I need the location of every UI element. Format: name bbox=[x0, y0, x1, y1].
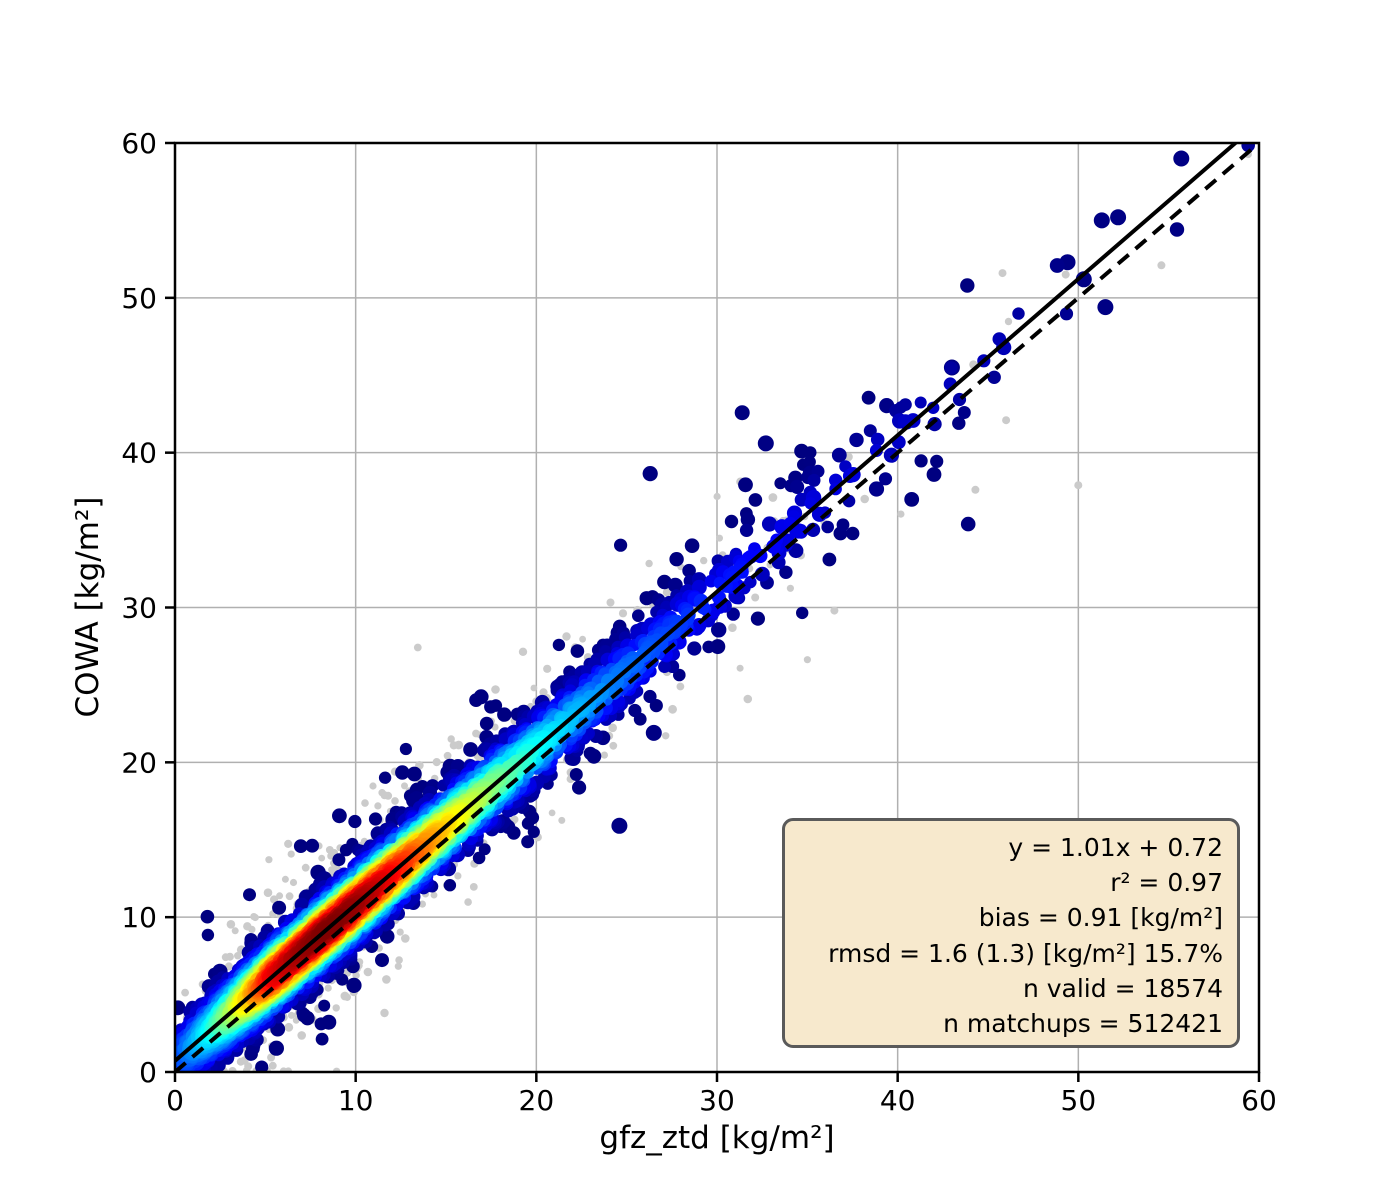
x-tick-label: 10 bbox=[338, 1084, 374, 1117]
y-tick-label: 40 bbox=[121, 437, 157, 470]
reference-lines bbox=[175, 143, 1259, 1072]
stats-line-bias: bias = 0.91 [kg/m²] bbox=[978, 903, 1223, 933]
axis-tick-labels: 0 10 20 30 40 50 60 0 10 20 30 40 50 60 bbox=[121, 127, 1276, 1117]
stats-line-rmsd: rmsd = 1.6 (1.3) [kg/m²] 15.7% bbox=[828, 938, 1223, 968]
axis-ticks bbox=[165, 141, 1261, 1082]
y-tick-label: 50 bbox=[121, 282, 157, 315]
stats-line-r2: r² = 0.97 bbox=[1110, 868, 1223, 898]
y-tick-label: 0 bbox=[139, 1056, 157, 1089]
y-tick-label: 10 bbox=[121, 901, 157, 934]
stats-line-equation: y = 1.01x + 0.72 bbox=[1008, 833, 1223, 862]
regression-line bbox=[175, 143, 1239, 1063]
x-tick-label: 20 bbox=[519, 1084, 555, 1117]
stats-line-n-matchups: n matchups = 512421 bbox=[943, 1009, 1223, 1039]
x-tick-label: 40 bbox=[880, 1084, 916, 1117]
x-tick-label: 50 bbox=[1061, 1084, 1097, 1117]
y-tick-label: 20 bbox=[121, 746, 157, 779]
y-tick-label: 60 bbox=[121, 127, 157, 160]
identity-line bbox=[175, 143, 1259, 1072]
x-axis-label: gfz_ztd [kg/m²] bbox=[599, 1120, 835, 1156]
y-axis-label: COWA [kg/m²] bbox=[70, 496, 106, 718]
stats-line-n-valid: n valid = 18574 bbox=[1022, 973, 1223, 1003]
x-tick-label: 0 bbox=[166, 1084, 184, 1117]
stats-box: y = 1.01x + 0.72 r² = 0.97 bias = 0.91 [… bbox=[782, 818, 1240, 1048]
x-tick-label: 30 bbox=[699, 1084, 735, 1117]
x-tick-label: 60 bbox=[1241, 1084, 1277, 1117]
y-tick-label: 30 bbox=[121, 592, 157, 625]
